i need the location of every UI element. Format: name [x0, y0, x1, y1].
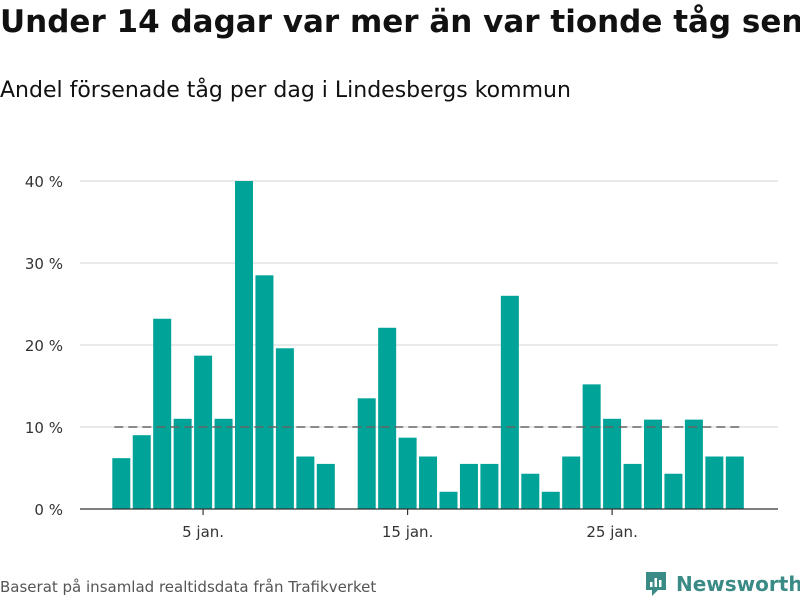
bar	[419, 456, 438, 509]
x-tick-label: 25 jan.	[586, 523, 638, 541]
x-tick-label: 5 jan.	[182, 523, 224, 541]
bar	[398, 437, 417, 509]
bar	[459, 463, 478, 509]
bar	[521, 473, 540, 509]
bar	[603, 418, 622, 509]
bar	[132, 435, 151, 509]
y-axis-tick-labels: 0 % 10 % 20 % 30 % 40 %	[25, 173, 63, 519]
bar	[705, 456, 724, 509]
bar	[214, 418, 233, 509]
source-note: Baserat på insamlad realtidsdata från Tr…	[0, 578, 377, 596]
bar	[623, 463, 642, 509]
brand-logo: Newsworthy	[644, 570, 800, 598]
bar	[439, 491, 458, 509]
newsworthy-logo-icon	[646, 572, 666, 596]
bar	[173, 418, 192, 509]
chart-title: Under 14 dagar var mer än var tionde tåg…	[0, 4, 800, 40]
bar	[725, 456, 744, 509]
grid-lines	[80, 180, 778, 428]
bar	[541, 491, 560, 509]
y-tick-label: 20 %	[25, 337, 63, 355]
bar	[296, 456, 315, 509]
bar	[500, 295, 519, 509]
bar	[644, 419, 662, 509]
bar	[664, 473, 683, 509]
y-tick-label: 0 %	[34, 501, 63, 519]
bar	[562, 456, 581, 509]
chart-subtitle: Andel försenade tåg per dag i Lindesberg…	[0, 78, 571, 103]
bar	[480, 463, 499, 509]
brand-name: Newsworthy	[676, 572, 800, 596]
bar	[582, 384, 601, 509]
bar	[235, 181, 253, 509]
bar	[275, 348, 294, 509]
y-tick-label: 40 %	[25, 173, 63, 191]
y-tick-label: 30 %	[25, 255, 63, 273]
bar	[194, 355, 213, 509]
bar	[153, 318, 172, 509]
x-tick-label: 15 jan.	[382, 523, 434, 541]
bar	[255, 275, 274, 509]
y-tick-label: 10 %	[25, 419, 63, 437]
bar	[378, 327, 397, 509]
bars	[112, 181, 744, 509]
bar	[316, 463, 335, 509]
bar	[357, 398, 376, 509]
bar	[684, 419, 703, 509]
x-axis-tick-labels: 5 jan. 15 jan. 25 jan.	[182, 509, 638, 541]
bar	[112, 458, 131, 509]
